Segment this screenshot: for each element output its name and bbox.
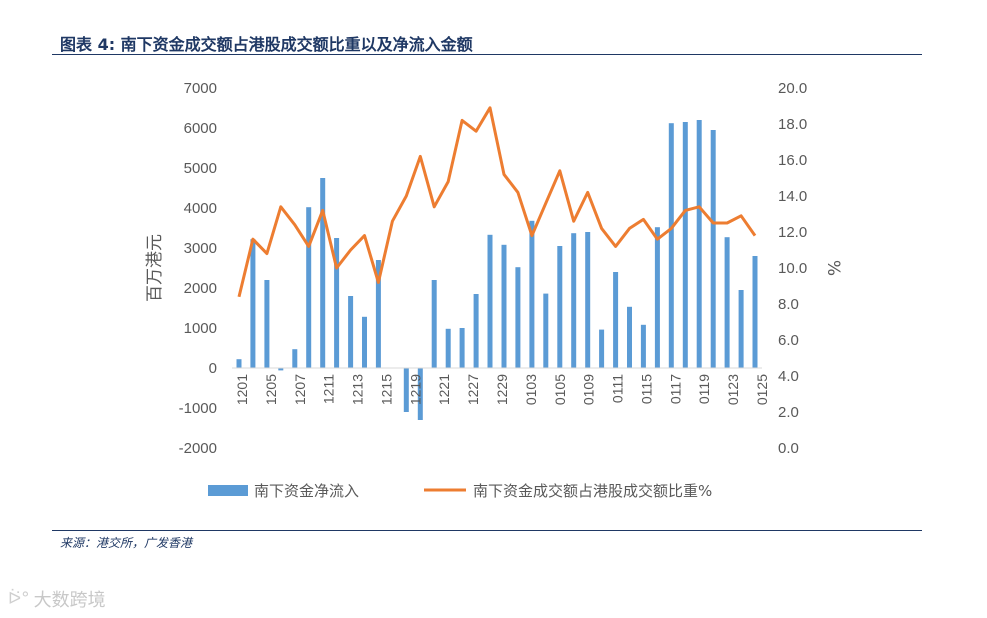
x-tick-label: 1211: [321, 374, 337, 404]
legend: 南下资金净流入 南下资金成交额占港股成交额比重%: [208, 482, 712, 500]
line-series: [237, 106, 757, 298]
watermark: ᐖ° 大数跨境: [8, 586, 106, 612]
bar: [738, 290, 744, 368]
right-tick-label: 0.0: [778, 440, 799, 457]
x-axis-ticks: 1201 1205 1207 1211 1213 1215 1219 1221 1227 1229…: [234, 374, 770, 405]
right-tick-label: 16.0: [778, 152, 807, 169]
source-note: 来源：港交所，广发香港: [60, 536, 193, 550]
bar: [292, 349, 298, 368]
bar: [710, 130, 716, 368]
left-tick-label: 5000: [184, 160, 217, 177]
left-axis-label: 百万港元: [145, 234, 165, 302]
bar: [403, 368, 409, 412]
right-tick-label: 6.0: [778, 332, 799, 349]
bar: [585, 232, 591, 368]
left-tick-label: 3000: [184, 240, 217, 257]
right-tick-label: 18.0: [778, 116, 807, 133]
x-tick-label: 1215: [378, 374, 394, 405]
bar: [375, 260, 381, 368]
x-tick-label: 0117: [667, 374, 683, 404]
right-tick-label: 2.0: [778, 404, 799, 421]
bar: [264, 280, 270, 368]
left-axis-ticks: 7000 6000 5000 4000 3000 2000 1000 0 -1000 -2000: [179, 80, 217, 457]
bar: [654, 227, 660, 368]
right-tick-label: 4.0: [778, 368, 799, 385]
bar: [306, 207, 312, 368]
right-tick-label: 20.0: [778, 80, 807, 97]
legend-bar-swatch: [208, 485, 248, 496]
bar: [501, 244, 507, 368]
bar: [431, 280, 437, 368]
x-tick-label: 1219: [407, 374, 423, 405]
bar: [752, 256, 758, 368]
x-tick-label: 1229: [494, 374, 510, 405]
bar-series: [236, 120, 758, 420]
legend-line-label: 南下资金成交额占港股成交额比重%: [473, 482, 712, 500]
right-tick-label: 8.0: [778, 296, 799, 313]
bar: [571, 233, 577, 368]
bar: [696, 120, 702, 368]
left-tick-label: -1000: [179, 400, 217, 417]
x-tick-label: 0123: [725, 374, 741, 405]
bar: [417, 368, 423, 420]
x-tick-label: 0109: [581, 374, 597, 405]
left-tick-label: 2000: [184, 280, 217, 297]
legend-bar-label: 南下资金净流入: [254, 482, 359, 500]
watermark-text: 大数跨境: [33, 590, 106, 611]
left-tick-label: -2000: [179, 440, 217, 457]
x-tick-label: 1201: [234, 374, 250, 405]
bar: [599, 329, 605, 368]
x-tick-label: 1207: [292, 374, 308, 405]
x-tick-label: 1205: [263, 374, 279, 405]
bar: [529, 220, 535, 368]
bar: [334, 238, 340, 368]
left-tick-label: 7000: [184, 80, 217, 97]
bar: [668, 123, 674, 368]
bar: [236, 359, 242, 368]
bar: [613, 272, 619, 368]
bar: [362, 316, 367, 368]
x-tick-label: 1213: [350, 374, 366, 405]
right-axis-label: %: [823, 260, 843, 276]
bar: [557, 246, 563, 368]
x-tick-label: 0115: [638, 374, 654, 404]
right-tick-label: 12.0: [778, 224, 807, 241]
bar: [320, 178, 326, 368]
watermark-logo-icon: ᐖ°: [8, 589, 30, 609]
left-tick-label: 4000: [184, 200, 217, 217]
x-tick-label: 0103: [523, 374, 539, 405]
bar: [487, 234, 493, 368]
bar: [543, 293, 549, 368]
x-tick-label: 1227: [465, 374, 481, 405]
bar: [515, 267, 521, 368]
x-tick-label: 0105: [552, 374, 568, 405]
bar: [640, 324, 646, 368]
x-tick-label: 0125: [754, 374, 770, 405]
left-tick-label: 6000: [184, 120, 217, 137]
chart-title: 图表 4: 南下资金成交额占港股成交额比重以及净流入金额: [60, 35, 473, 54]
bar: [473, 294, 479, 368]
right-tick-label: 14.0: [778, 188, 807, 205]
left-tick-label: 1000: [184, 320, 217, 337]
bar: [250, 239, 256, 368]
right-tick-label: 10.0: [778, 260, 807, 277]
x-tick-label: 0119: [696, 374, 712, 404]
bar: [724, 237, 730, 368]
left-tick-label: 0: [209, 360, 217, 377]
bar: [278, 368, 284, 371]
bar: [348, 296, 354, 368]
bar: [445, 328, 451, 368]
bar: [459, 328, 465, 368]
title-rule: [52, 54, 922, 55]
x-tick-label: 0111: [610, 374, 626, 403]
source-rule: [52, 530, 922, 531]
right-axis-ticks: 20.0 18.0 16.0 14.0 12.0 10.0 8.0 6.0 4.0 2.0 0.0: [778, 80, 807, 457]
bar: [627, 306, 632, 368]
x-tick-label: 1221: [436, 374, 452, 405]
bar: [682, 122, 688, 368]
